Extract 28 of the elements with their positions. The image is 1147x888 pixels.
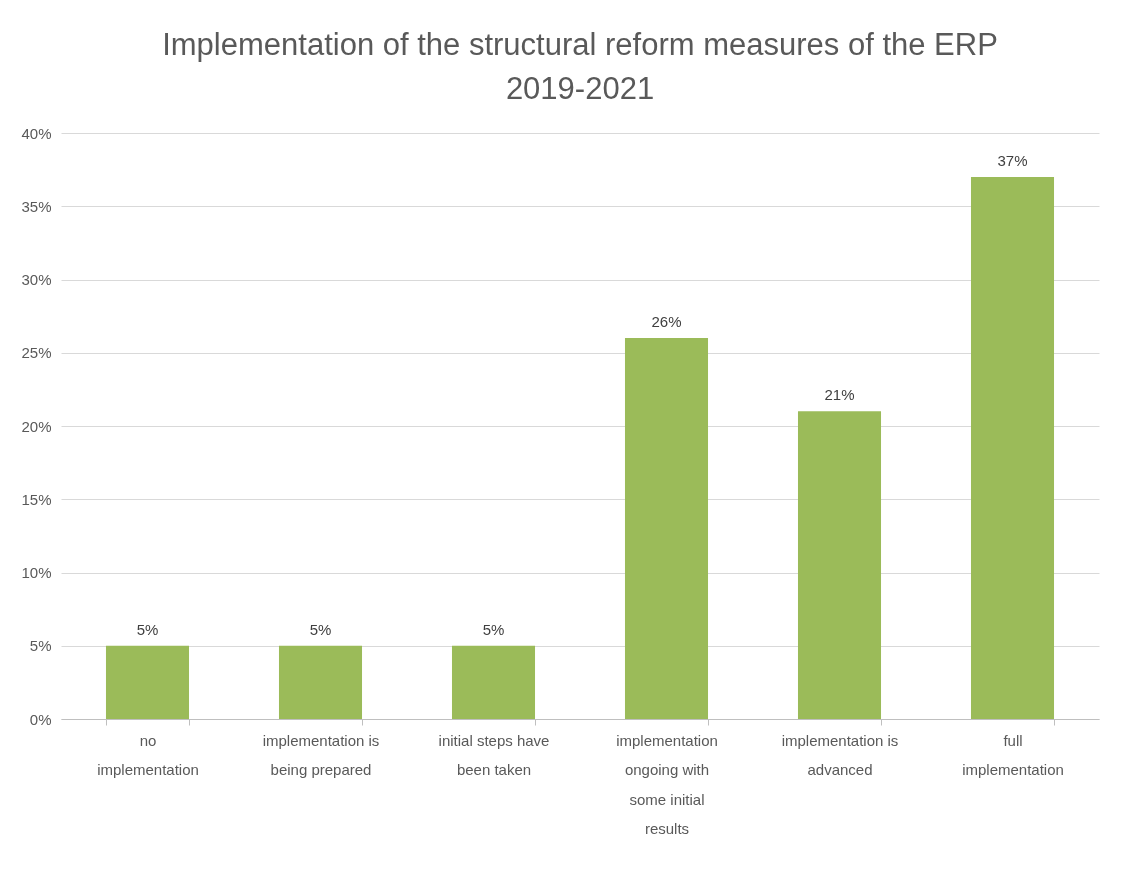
y-tick-label: 20%	[21, 417, 52, 435]
y-tick-label: 15%	[21, 490, 52, 508]
y-tick-label: 10%	[21, 564, 52, 581]
y-tick-label: 30%	[21, 271, 52, 288]
y-tick-label: 0%	[29, 710, 52, 728]
data-label: 5%	[136, 620, 159, 638]
x-tick-label: full implementation	[962, 731, 1064, 778]
x-tick-label: implementation ongoing with some initial results	[616, 731, 718, 837]
y-tick-label: 25%	[21, 344, 52, 362]
data-label: 21%	[824, 386, 855, 404]
chart-title: Implementation of the structural reform measures of the ERP 2019-2021	[162, 27, 998, 106]
y-tick-label: 35%	[21, 197, 52, 215]
data-label: 5%	[482, 620, 505, 638]
x-tick-label: implementation is advanced	[781, 731, 899, 778]
bar	[451, 645, 536, 719]
x-tick-label: implementation is being prepared	[262, 731, 380, 778]
data-label: 5%	[309, 620, 332, 638]
y-tick-label: 40%	[21, 124, 52, 142]
data-label: 37%	[997, 151, 1028, 169]
data-label: 26%	[651, 313, 682, 331]
x-tick-label: initial steps have been taken	[438, 731, 550, 778]
bar	[624, 338, 709, 719]
x-tick-label: no implementation	[97, 731, 199, 778]
bar	[797, 411, 882, 719]
bar	[105, 645, 190, 719]
bar	[278, 645, 363, 719]
bar	[970, 176, 1055, 719]
y-tick-label: 5%	[29, 637, 52, 655]
